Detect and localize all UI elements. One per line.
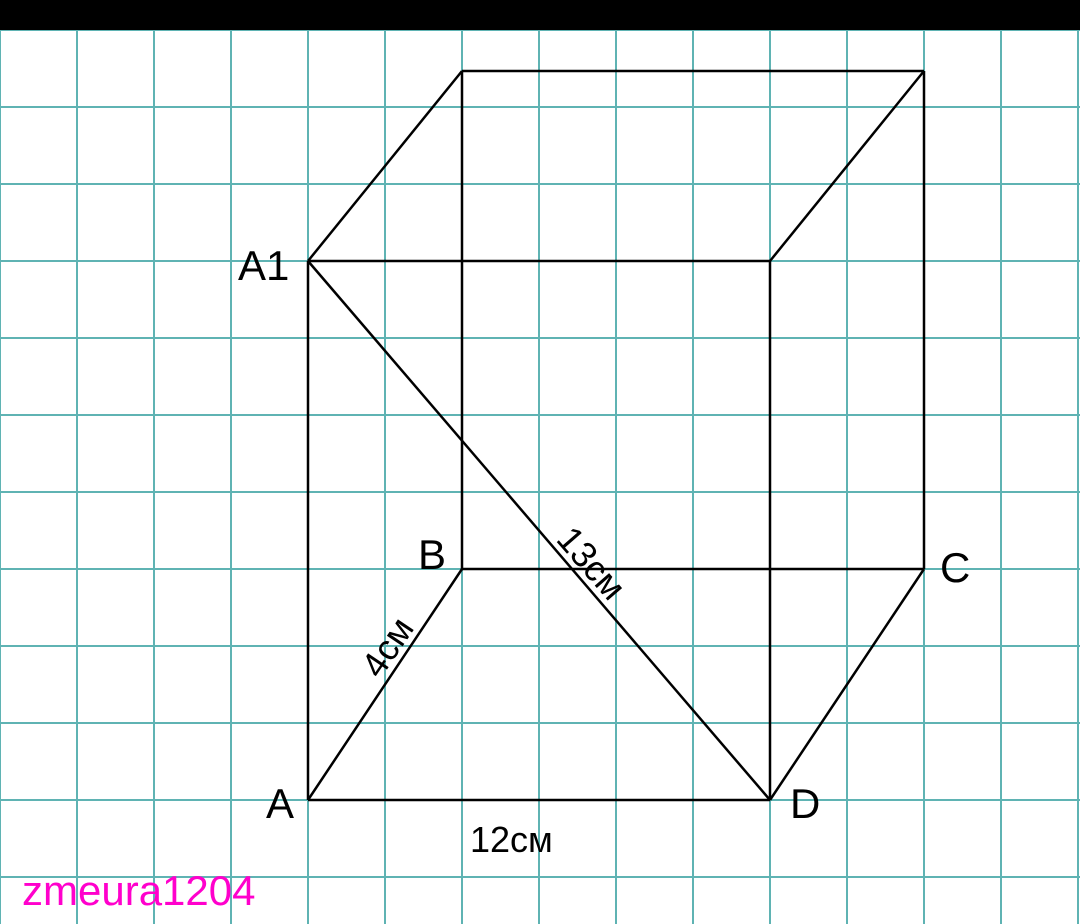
vertex-label-c: C [940, 544, 970, 591]
dimension-ad: 12см [470, 819, 553, 860]
top-black-bar [0, 0, 1080, 30]
vertex-label-a1: A1 [238, 242, 289, 289]
vertex-label-a: A [266, 780, 294, 827]
vertex-label-b: B [418, 531, 446, 578]
diagram-canvas: A A1 B C D 12см 4см 13см zmeura1204 [0, 0, 1080, 924]
vertex-label-d: D [790, 780, 820, 827]
author-signature: zmeura1204 [22, 867, 255, 914]
